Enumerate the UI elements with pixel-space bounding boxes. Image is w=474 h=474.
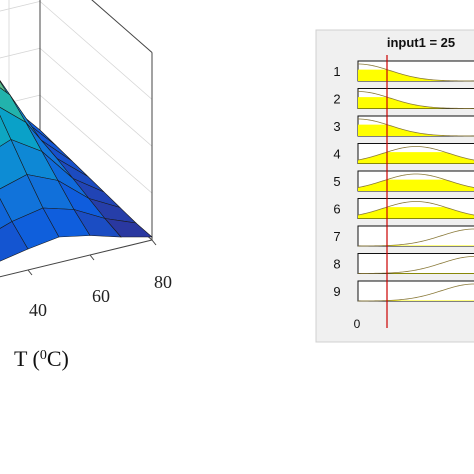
gridline <box>39 94 153 194</box>
gridline <box>91 0 153 53</box>
rule-mf-curve <box>357 63 474 82</box>
rule-mf-curve <box>357 256 474 274</box>
rule-mf-curve <box>357 146 474 161</box>
rule-number: 6 <box>333 202 340 217</box>
rule-mf-curve <box>357 283 474 302</box>
rule-mf-box[interactable] <box>357 280 474 302</box>
x-tick-mark <box>27 269 33 276</box>
rule-mf-box[interactable] <box>357 225 474 247</box>
x-tick-label: 80 <box>154 272 172 292</box>
surface-patch <box>104 218 153 238</box>
surface-plot: 40 60 80 T (0C) <box>0 0 172 371</box>
axes-edge <box>91 0 153 53</box>
rule-mf-curve <box>357 118 474 137</box>
gridline <box>0 47 41 59</box>
rule-mf-curve <box>357 228 474 247</box>
x-axis-min-label: 0 <box>354 317 361 331</box>
rule-mf-curve <box>357 173 474 188</box>
rule-number: 8 <box>333 257 340 272</box>
panel-title: input1 = 25 <box>387 35 455 50</box>
rule-number: 3 <box>333 119 340 134</box>
rule-mf-curve <box>357 91 474 109</box>
rule-number: 9 <box>333 284 340 299</box>
x-axis-label: T (0C) <box>14 346 69 371</box>
rule-number: 4 <box>333 147 340 162</box>
rule-number: 5 <box>333 174 340 189</box>
x-axis-line <box>0 239 153 278</box>
x-tick-mark <box>151 239 157 246</box>
axes-box <box>0 0 157 278</box>
rule-mf-box[interactable] <box>357 253 474 274</box>
rule-viewer-panel: input1 = 25 1 2 3 4 5 6 7 8 9 0 <box>315 29 474 343</box>
x-tick-label: 60 <box>92 286 110 306</box>
rule-number: 7 <box>333 229 340 244</box>
x-tick-label: 40 <box>29 300 47 320</box>
x-axis-ticks: 40 60 80 <box>29 272 172 320</box>
gridline <box>0 0 41 12</box>
surface-mesh <box>0 80 153 262</box>
rule-mf-curve <box>357 201 474 216</box>
rule-number: 1 <box>333 64 340 79</box>
gridline <box>39 47 153 147</box>
x-tick-mark <box>89 254 95 261</box>
rule-number: 2 <box>333 92 340 107</box>
gridline <box>39 1 153 100</box>
